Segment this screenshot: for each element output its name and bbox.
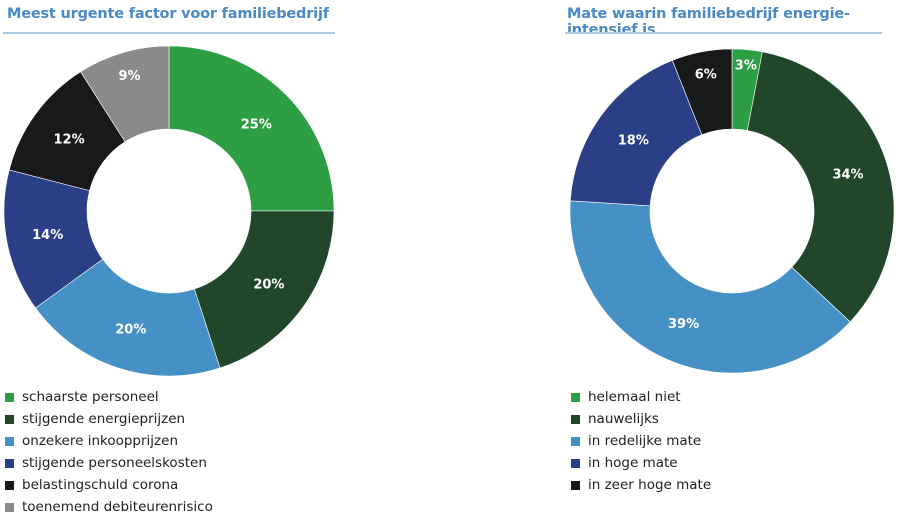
legend-label: nauwelijks (588, 411, 659, 427)
data-label: 3% (735, 59, 757, 74)
legend-right: helemaal niet nauwelijks in redelijke mate… (571, 386, 711, 496)
legend-label: toenemend debiteurenrisico (22, 499, 213, 515)
legend-left: schaarste personeel stijgende energieprij… (5, 386, 213, 518)
legend-item: in zeer hoge mate (571, 474, 711, 496)
data-label: 20% (253, 278, 284, 293)
legend-label: in hoge mate (588, 455, 678, 471)
data-label: 39% (668, 317, 699, 332)
legend-swatch (5, 392, 14, 402)
legend-item: belastingschuld corona (5, 474, 213, 496)
legend-label: in redelijke mate (588, 433, 702, 449)
legend-swatch (5, 502, 14, 512)
legend-label: helemaal niet (588, 389, 681, 405)
legend-item: stijgende personeelskosten (5, 452, 213, 474)
legend-label: onzekere inkoopprijzen (22, 433, 179, 449)
legend-swatch (571, 458, 580, 468)
legend-item: schaarste personeel (5, 386, 213, 408)
slice-schaarste-personeel (168, 45, 335, 212)
legend-item: helemaal niet (571, 386, 711, 408)
legend-label: stijgende personeelskosten (22, 455, 207, 471)
slice-in-redelijke-mate (569, 200, 851, 374)
legend-swatch (5, 458, 14, 468)
title-rule-left (3, 32, 335, 34)
legend-item: in hoge mate (571, 452, 711, 474)
chart-title-left: Meest urgente factor voor familiebedrijf (7, 6, 329, 22)
data-label: 9% (118, 69, 140, 84)
data-label: 14% (32, 228, 63, 243)
legend-swatch (571, 436, 580, 446)
data-label: 12% (54, 132, 85, 147)
legend-swatch (571, 414, 580, 424)
slice-onzekere-inkoopprijzen (35, 258, 221, 377)
legend-label: belastingschuld corona (22, 477, 179, 493)
legend-swatch (5, 436, 14, 446)
slice-in-zeer-hoge-mate (671, 48, 733, 136)
legend-label: in zeer hoge mate (588, 477, 712, 493)
slice-stijgende-energieprijzen (193, 210, 335, 369)
legend-item: nauwelijks (571, 408, 711, 430)
legend-swatch (571, 480, 580, 490)
data-label: 18% (618, 133, 649, 148)
legend-swatch (5, 480, 14, 490)
data-label: 6% (695, 67, 717, 82)
legend-label: schaarste personeel (22, 389, 159, 405)
legend-item: stijgende energieprijzen (5, 408, 213, 430)
legend-item: in redelijke mate (571, 430, 711, 452)
legend-item: onzekere inkoopprijzen (5, 430, 213, 452)
data-label: 25% (241, 118, 272, 133)
legend-label: stijgende energieprijzen (22, 411, 186, 427)
slice-toenemend-debiteurenrisico (80, 45, 170, 143)
slice-in-hoge-mate (570, 59, 703, 207)
data-label: 34% (832, 167, 863, 182)
slice-nauwelijks (747, 51, 895, 323)
data-label: 20% (115, 322, 146, 337)
legend-item: toenemend debiteurenrisico (5, 496, 213, 518)
chart-title-right: Mate waarin familiebedrijf energie-inten… (567, 6, 850, 38)
legend-swatch (571, 392, 580, 402)
title-rule-right (565, 32, 882, 34)
legend-swatch (5, 414, 14, 424)
